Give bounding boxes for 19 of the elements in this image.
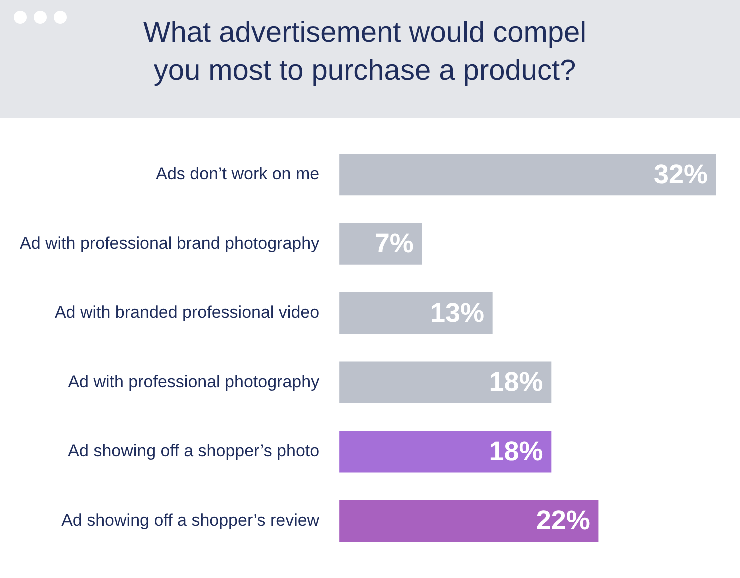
bar <box>340 500 599 542</box>
data-label: 18% <box>489 367 544 398</box>
bar <box>340 362 552 404</box>
chart-title: What advertisement would compel you most to purchase a product? <box>142 16 588 89</box>
data-label: 18% <box>489 436 544 466</box>
data-label: 7% <box>374 228 414 259</box>
bar <box>340 154 716 196</box>
y-tick-label: Ad showing off a shopper’s photo <box>68 442 320 461</box>
bar <box>340 292 493 334</box>
y-tick-label: Ad with professional brand photography <box>20 234 320 253</box>
y-tick-label: Ad showing off a shopper’s review <box>62 510 320 530</box>
bar <box>340 223 422 265</box>
y-tick-label: Ad with professional photography <box>68 372 320 392</box>
y-tick-label: Ads don’t work on me <box>156 164 320 184</box>
data-label: 13% <box>430 298 485 328</box>
y-tick-label: Ad with branded professional video <box>54 303 320 322</box>
data-label: 32% <box>654 159 708 190</box>
bar <box>340 431 552 473</box>
data-label: 22% <box>536 506 590 536</box>
